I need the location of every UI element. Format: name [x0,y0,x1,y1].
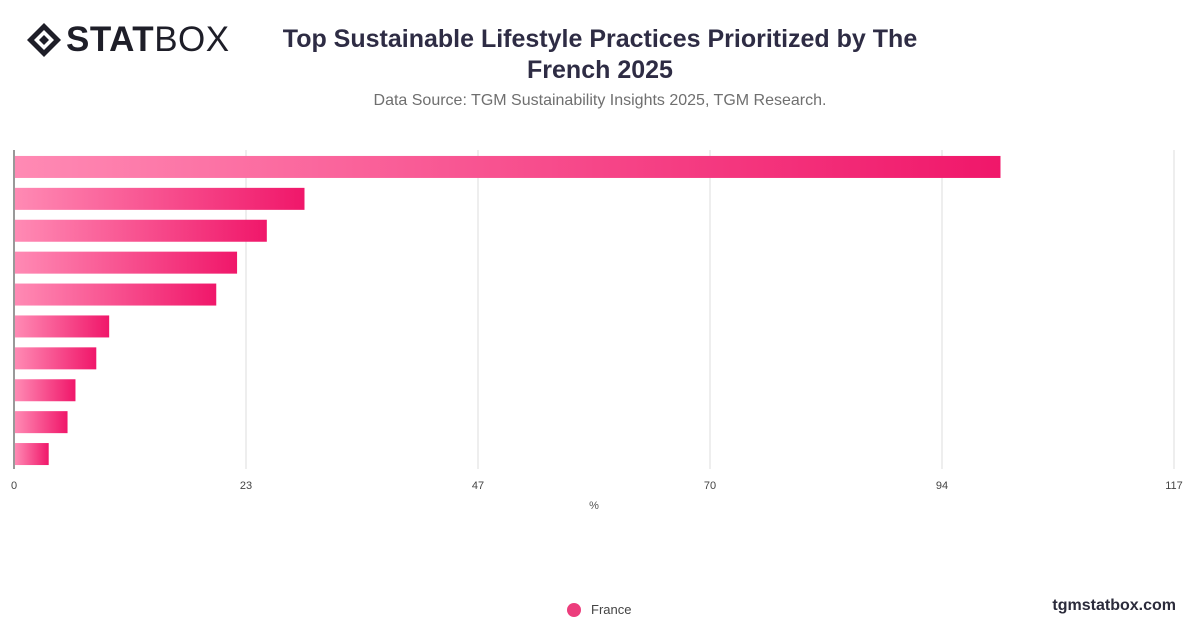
x-tick-label: 47 [472,480,484,492]
bar[interactable] [15,411,68,434]
bar[interactable] [15,347,97,370]
bar[interactable] [15,283,217,306]
x-tick-label: 0 [11,480,17,492]
bars [15,155,1001,466]
chart-subtitle: Data Source: TGM Sustainability Insights… [373,92,827,109]
bar[interactable] [15,219,267,242]
bar[interactable] [15,315,110,338]
bar[interactable] [15,379,76,402]
legend[interactable]: France [567,602,631,617]
brand-logo: STATBOX [26,22,230,58]
logo-bold-text: STAT [66,20,155,59]
x-tick-label: 117 [1165,480,1183,492]
x-tick-label: 94 [936,480,948,492]
legend-marker-icon [567,602,581,617]
x-tick-label: 70 [704,480,716,492]
grid-lines [13,150,1175,469]
bar[interactable] [15,443,49,466]
x-tick-label: 23 [240,480,252,492]
bar[interactable] [15,187,305,210]
chart-title: Top Sustainable Lifestyle Practices Prio… [282,25,918,84]
logo-wordmark: STATBOX [66,22,230,58]
legend-label: France [591,602,632,617]
logo-light-text: BOX [154,20,230,59]
x-axis-label: % [589,500,599,512]
x-tick-labels: 0 23 47 70 94 117 [11,480,1183,492]
diamond-logo-icon [27,23,61,57]
bar[interactable] [15,251,238,274]
watermark: tgmstatbox.com [1052,597,1176,614]
bar[interactable] [15,155,1001,178]
